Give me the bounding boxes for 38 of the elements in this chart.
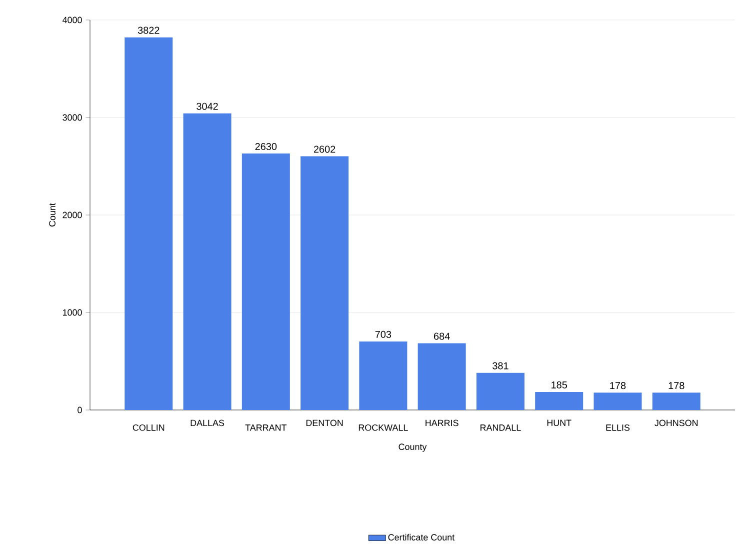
x-tick-label: TARRANT [245, 424, 287, 431]
data-label: 684 [434, 332, 450, 340]
x-tick-label: DALLAS [190, 420, 224, 426]
data-label: 703 [375, 330, 392, 338]
y-tick-label: 0 [78, 406, 82, 414]
data-label: 3042 [196, 102, 218, 110]
bar [359, 341, 408, 410]
x-tick-label: HARRIS [426, 420, 458, 426]
data-label: 3822 [138, 26, 160, 34]
data-label: 2630 [255, 142, 277, 150]
data-label: 381 [492, 362, 508, 370]
bar [476, 372, 524, 410]
data-label: 2602 [314, 146, 336, 153]
data-label: 178 [610, 382, 626, 390]
bar [300, 156, 349, 410]
x-axis-title: County [398, 444, 427, 452]
bar [242, 154, 290, 410]
x-tick-label: COLLIN [132, 424, 164, 431]
y-tick-label: 4000 [62, 16, 82, 24]
y-tick-label: 2000 [62, 212, 82, 218]
bar [535, 392, 584, 410]
x-tick-label: HUNT [547, 420, 572, 426]
bar [183, 113, 232, 410]
y-tick-label: 3000 [62, 114, 82, 121]
bar [652, 392, 700, 410]
y-tick-label: 1000 [62, 309, 82, 316]
bar [594, 392, 642, 410]
legend-label: Certificate Count [388, 534, 455, 540]
x-tick-label: DENTON [306, 420, 343, 426]
x-tick-label: JOHNSON [654, 420, 698, 426]
x-tick-label: ROCKWALL [358, 424, 408, 431]
y-axis-title: Count [49, 203, 56, 226]
x-tick-label: ELLIS [606, 424, 630, 431]
x-tick-label: RANDALL [480, 424, 521, 431]
data-label: 178 [668, 382, 684, 390]
bar [124, 37, 173, 410]
bar [418, 343, 466, 410]
data-label: 185 [552, 381, 567, 388]
